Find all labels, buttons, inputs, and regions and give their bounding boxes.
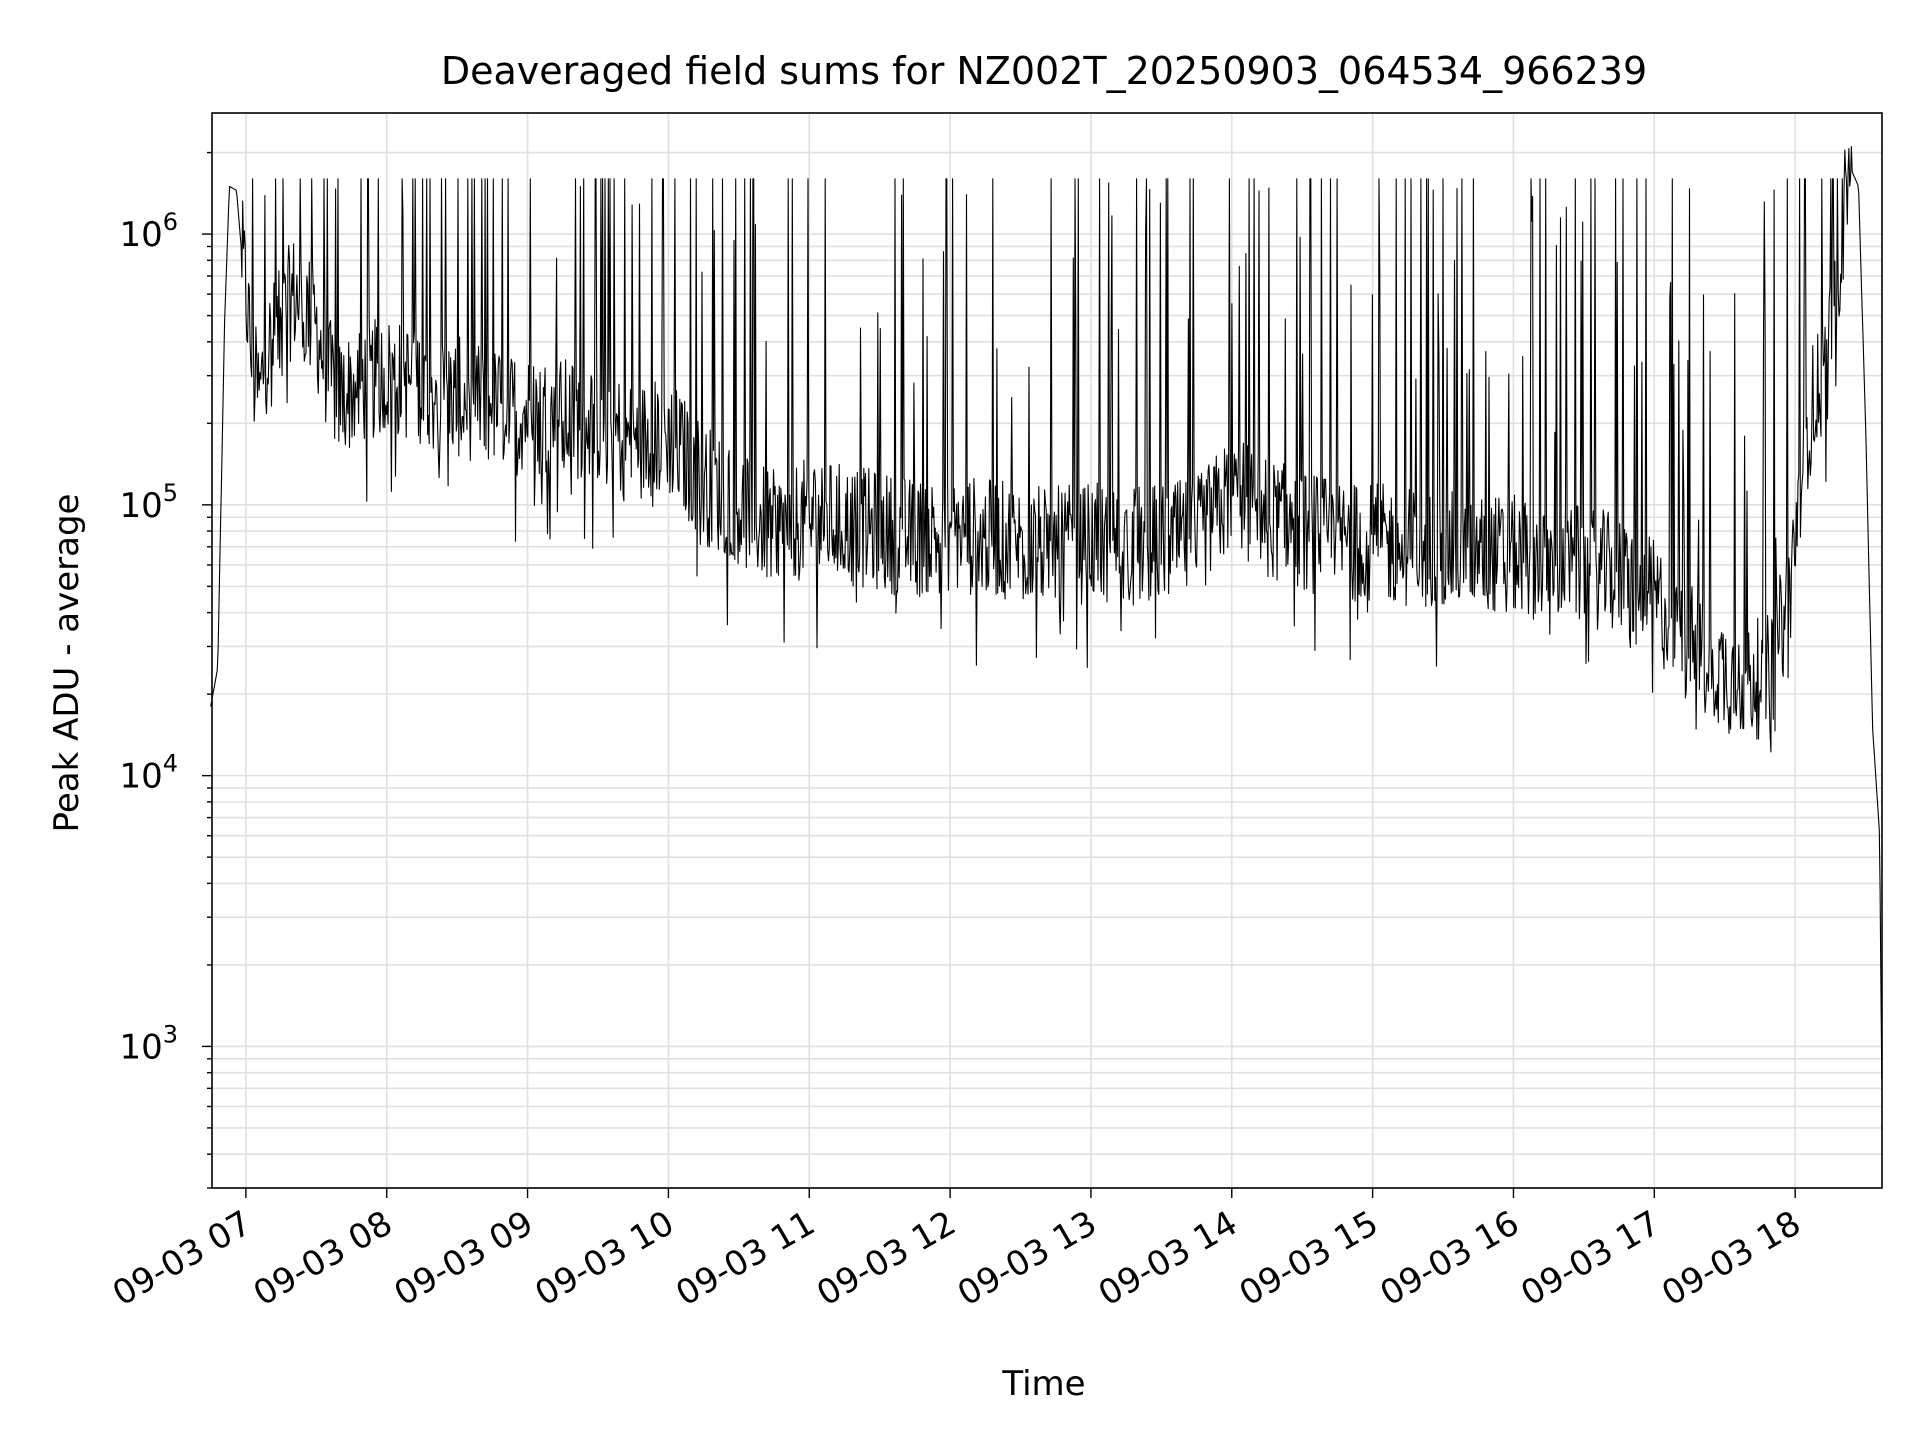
x-axis-label: Time: [1001, 1364, 1085, 1404]
grid-lines: [212, 113, 1882, 1189]
y-axis-label: Peak ADU - average: [47, 494, 87, 833]
data-series: [210, 146, 1883, 1080]
plot-frame: [211, 112, 1883, 1189]
y-tick-label: 105: [119, 479, 178, 526]
y-tick-label: 104: [119, 750, 178, 797]
series-line: [210, 146, 1883, 1080]
y-axis: 103 104 105 106: [119, 151, 212, 1189]
chart-title: Deaveraged field sums for NZ002T_2025090…: [441, 49, 1647, 93]
y-tick-label: 106: [119, 208, 178, 255]
y-tick-label: 103: [119, 1020, 178, 1067]
